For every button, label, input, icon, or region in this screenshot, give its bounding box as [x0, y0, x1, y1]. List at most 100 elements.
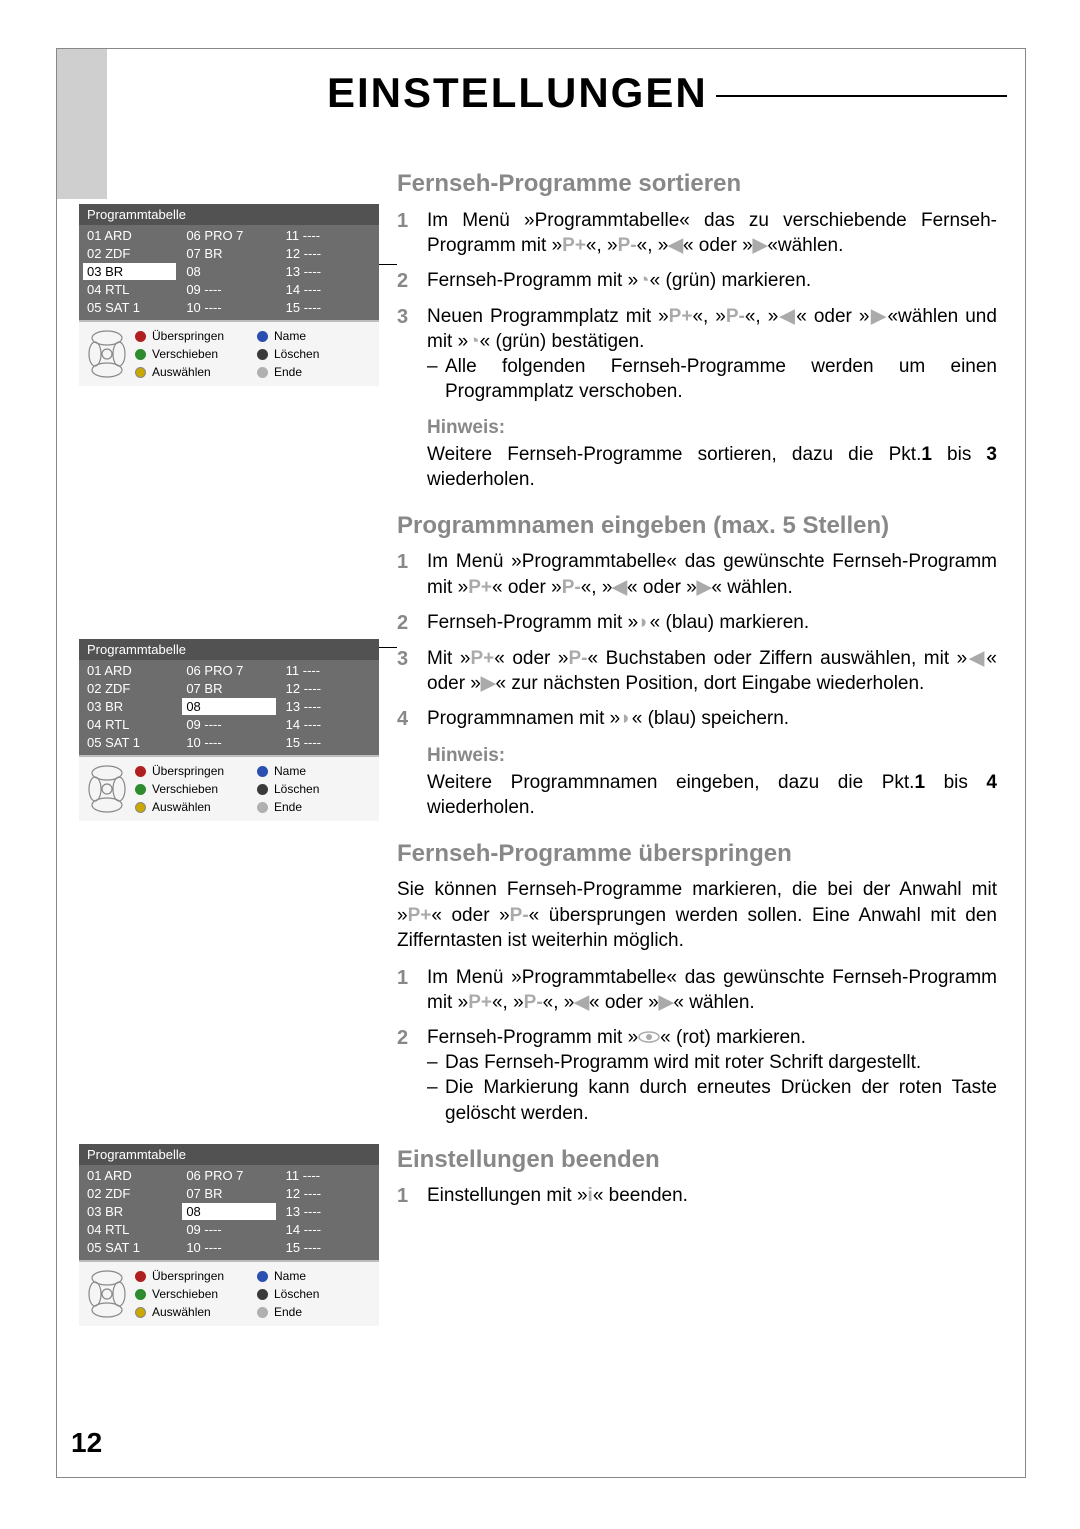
- cell: 02 ZDF: [83, 680, 176, 697]
- legend-row: Name: [257, 763, 373, 779]
- step-num: 1: [397, 208, 415, 258]
- t: «, »: [543, 992, 575, 1013]
- step-body: Im Menü »Programmtabelle« das gewünschte…: [427, 965, 997, 1015]
- pt1-header: Programmtabelle: [79, 204, 379, 225]
- intro: Sie können Fernseh-Programme markieren, …: [397, 877, 997, 952]
- cell: 03 BR: [83, 1203, 176, 1220]
- step-num: 3: [397, 304, 415, 404]
- step-num: 1: [397, 1183, 415, 1209]
- t: 1: [921, 444, 932, 465]
- legend-row: Name: [257, 328, 373, 344]
- legend-text: Auswählen: [152, 1305, 211, 1319]
- pt3-footer: Überspringen Name Verschieben Löschen Au…: [79, 1262, 379, 1326]
- cell: 14 ----: [282, 716, 375, 733]
- dot-red-icon: [135, 766, 146, 777]
- cell: 01 ARD: [83, 1167, 176, 1184]
- t: « (rot) markieren.: [660, 1027, 806, 1048]
- step-body: Einstellungen mit »i« beenden.: [427, 1183, 997, 1209]
- dot-red-icon: [135, 331, 146, 342]
- sym-right: ▶: [659, 992, 674, 1013]
- t: « oder »: [492, 577, 562, 598]
- cell: 11 ----: [282, 1167, 375, 1184]
- t: Fernseh-Programm mit »: [427, 612, 638, 633]
- cell: 11 ----: [282, 227, 375, 244]
- sub-line: –Alle folgenden Fernseh-Programme werden…: [427, 354, 997, 404]
- cell: 06 PRO 7: [182, 662, 275, 679]
- pt2-grid: 01 ARD 06 PRO 7 11 ---- 02 ZDF 07 BR 12 …: [79, 660, 379, 755]
- cell: 07 BR: [182, 1185, 275, 1202]
- cell: 05 SAT 1: [83, 734, 176, 751]
- step-body: Mit »P+« oder »P-« Buchstaben oder Ziffe…: [427, 646, 997, 696]
- sym-right: ▶: [481, 673, 496, 694]
- t: « oder »: [589, 992, 659, 1013]
- section-heading-2: Programmnamen eingeben (max. 5 Stellen): [397, 510, 997, 542]
- t: bis: [932, 444, 986, 465]
- sym-clock: ◔: [468, 331, 479, 352]
- dot-grey-icon: [257, 802, 268, 813]
- sym-clock: ◔: [638, 270, 649, 291]
- step: 1 Im Menü »Programmtabelle« das zu versc…: [397, 208, 997, 258]
- legend-row: Löschen: [257, 346, 373, 362]
- legend-row: Überspringen: [135, 328, 251, 344]
- step-body: Fernseh-Programm mit »◔« (grün) markiere…: [427, 268, 997, 294]
- cell: 04 RTL: [83, 1221, 176, 1238]
- legend-text: Überspringen: [152, 329, 224, 343]
- t: Programmnamen mit »: [427, 708, 620, 729]
- t: «, »: [586, 235, 618, 256]
- t: 3: [986, 444, 997, 465]
- cell: 04 RTL: [83, 281, 176, 298]
- t: Fernseh-Programm mit »: [427, 1027, 638, 1048]
- t: « zur nächsten Position, dort Eingabe wi…: [496, 673, 925, 694]
- t: wiederholen.: [427, 797, 535, 818]
- legend-row: Auswählen: [135, 799, 251, 815]
- legend-text: Verschieben: [152, 347, 218, 361]
- t: 4: [986, 772, 997, 793]
- t: « oder »: [494, 648, 568, 669]
- cell: 10 ----: [182, 734, 275, 751]
- sym-pminus: P-: [524, 992, 543, 1013]
- pt3-legend: Überspringen Name Verschieben Löschen Au…: [135, 1268, 373, 1320]
- cell: 10 ----: [182, 1239, 275, 1256]
- step-num: 1: [397, 549, 415, 599]
- eye-icon: [638, 1025, 660, 1050]
- step: 2 Fernseh-Programm mit » « (rot) markiere…: [397, 1025, 997, 1126]
- dot-blue-icon: [257, 766, 268, 777]
- t: Alle folgenden Fernseh-Programme werden …: [445, 354, 997, 404]
- hint-body: Weitere Fernseh-Programme sortieren, daz…: [427, 442, 997, 492]
- dot-red-icon: [135, 1271, 146, 1282]
- step-num: 2: [397, 1025, 415, 1126]
- dot-yellow-icon: [135, 1307, 146, 1318]
- dot-blue-icon: [257, 331, 268, 342]
- sym-pminus: P-: [569, 648, 588, 669]
- nav-icon: [85, 1268, 129, 1320]
- legend-text: Auswählen: [152, 365, 211, 379]
- cell: 12 ----: [282, 245, 375, 262]
- title-dashes: [716, 95, 1007, 97]
- legend-text: Name: [274, 764, 306, 778]
- step: 2 Fernseh-Programm mit »◔« (grün) markie…: [397, 268, 997, 294]
- step-body: Im Menü »Programmtabelle« das zu verschi…: [427, 208, 997, 258]
- cell: 06 PRO 7: [182, 1167, 275, 1184]
- t: Das Fernseh-Programm wird mit roter Schr…: [445, 1050, 921, 1075]
- pt2-footer: Überspringen Name Verschieben Löschen Au…: [79, 757, 379, 821]
- grey-tab: [57, 49, 107, 199]
- cell-highlight: 03 BR: [83, 263, 176, 280]
- dot-dark-icon: [257, 784, 268, 795]
- t: «, »: [637, 235, 669, 256]
- legend-row: Name: [257, 1268, 373, 1284]
- t: «, »: [492, 992, 524, 1013]
- legend-row: Ende: [257, 364, 373, 380]
- legend-text: Löschen: [274, 782, 319, 796]
- sym-left: ◀: [668, 235, 683, 256]
- step: 1 Im Menü »Programmtabelle« das gewünsch…: [397, 965, 997, 1015]
- cell: 13 ----: [282, 1203, 375, 1220]
- sym-pplus: P+: [669, 306, 693, 327]
- step: 2 Fernseh-Programm mit »◗« (blau) markie…: [397, 610, 997, 636]
- legend-row: Auswählen: [135, 364, 251, 380]
- cell: 07 BR: [182, 680, 275, 697]
- legend-row: Ende: [257, 799, 373, 815]
- program-table-1: Programmtabelle 01 ARD 06 PRO 7 11 ---- …: [79, 204, 379, 386]
- t: Weitere Programmnamen eingeben, dazu die…: [427, 772, 914, 793]
- sym-blue: ◗: [620, 708, 631, 729]
- legend-text: Verschieben: [152, 782, 218, 796]
